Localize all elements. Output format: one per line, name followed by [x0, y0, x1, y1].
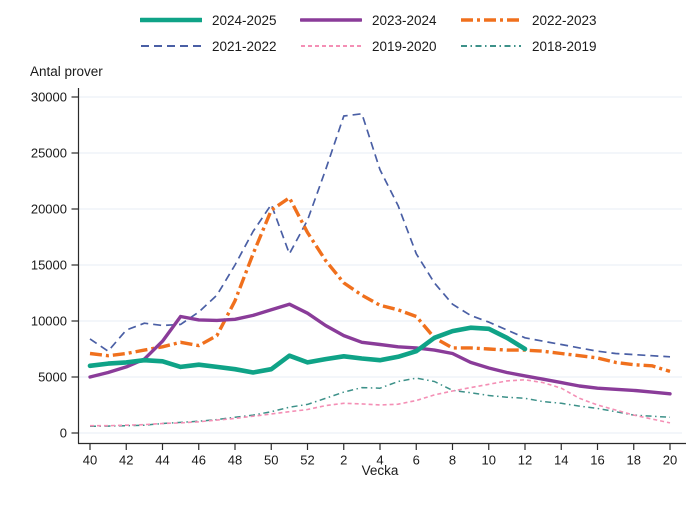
legend-label: 2023-2024: [372, 12, 437, 28]
legend-swatch-2022-2023: [461, 18, 521, 22]
series-line-2019-2020: [90, 378, 671, 427]
y-tick-label: 10000: [31, 314, 67, 329]
x-axis-title-wrap: Vecka: [0, 463, 698, 478]
y-tick-label: 25000: [31, 146, 67, 161]
x-tick-label: 2: [340, 453, 347, 468]
x-tick-label: 6: [413, 453, 420, 468]
legend-item-2024-2025: 2024-2025: [140, 7, 300, 33]
legend-label: 2018-2019: [532, 38, 597, 54]
legend-item-2021-2022: 2021-2022: [140, 33, 300, 59]
legend-label: 2024-2025: [212, 12, 277, 28]
series-line-2022-2023: [89, 196, 671, 374]
legend-swatch-2024-2025: [140, 17, 202, 23]
x-tick-label: 14: [554, 453, 568, 468]
series-line-2023-2024: [88, 302, 672, 396]
x-tick-label: 18: [627, 453, 641, 468]
legend-item-2019-2020: 2019-2020: [300, 33, 460, 59]
legend-item-2023-2024: 2023-2024: [300, 7, 460, 33]
x-tick-label: 50: [264, 453, 278, 468]
x-tick-label: 8: [449, 453, 456, 468]
series-line-2021-2022: [89, 112, 671, 358]
x-tick-label: 46: [192, 453, 206, 468]
legend-swatch-2018-2019: [461, 45, 521, 47]
legend-label: 2021-2022: [212, 38, 277, 54]
legend-label: 2022-2023: [532, 12, 597, 28]
x-tick-label: 48: [228, 453, 242, 468]
y-tick-label: 5000: [38, 370, 67, 385]
x-axis-title: Vecka: [361, 463, 399, 478]
x-tick-label: 4: [376, 453, 383, 468]
x-tick-label: 20: [663, 453, 677, 468]
x-tick-label: 44: [155, 453, 169, 468]
x-tick-label: 40: [83, 453, 97, 468]
x-tick-label: 16: [590, 453, 604, 468]
legend-swatch-2019-2020: [301, 45, 361, 47]
y-tick-label: 30000: [31, 90, 67, 105]
series-line-2024-2025: [87, 325, 528, 375]
x-tick-label: 42: [119, 453, 133, 468]
legend-item-2022-2023: 2022-2023: [460, 7, 620, 33]
series-line-2018-2019: [89, 377, 671, 428]
y-tick-label: 0: [60, 426, 67, 441]
legend-swatch-2021-2022: [141, 45, 201, 47]
legend-item-2018-2019: 2018-2019: [460, 33, 620, 59]
legend-swatch-2023-2024: [300, 18, 362, 22]
chart-legend: 2024-2025 2023-2024 2022-2023 2021-2022 …: [140, 7, 620, 59]
y-tick-label: 20000: [31, 202, 67, 217]
x-tick-label: 52: [300, 453, 314, 468]
y-tick-label: 15000: [31, 258, 67, 273]
x-tick-label: 10: [482, 453, 496, 468]
legend-label: 2019-2020: [372, 38, 437, 54]
x-tick-label: 12: [518, 453, 532, 468]
y-axis-title: Antal prover: [30, 64, 103, 79]
